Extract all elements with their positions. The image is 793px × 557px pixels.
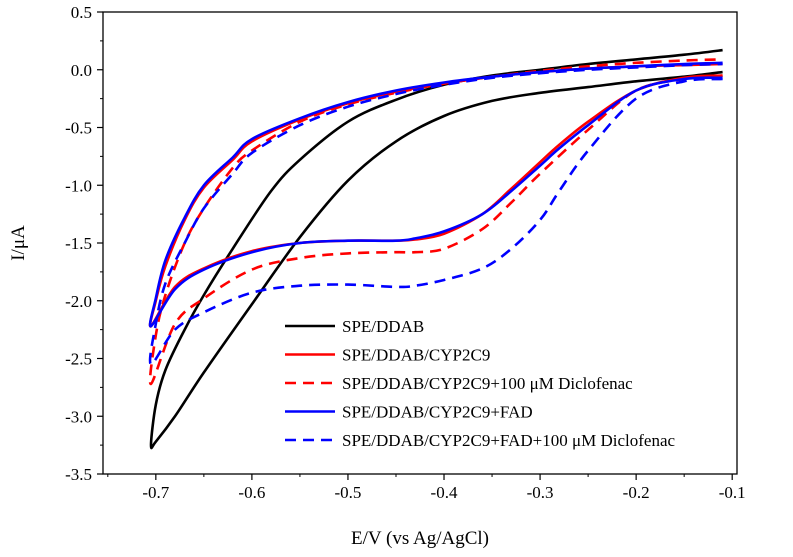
- x-tick-label: -0.7: [142, 483, 169, 502]
- x-tick-label: -0.6: [238, 483, 265, 502]
- legend: SPE/DDAB SPE/DDAB/CYP2C9 SPE/DDAB/CYP2C9+1…: [285, 317, 675, 450]
- y-tick-label: -0.5: [65, 119, 92, 138]
- y-tick-label: -3.5: [65, 465, 92, 484]
- y-axis: 0.5 0.0 -0.5 -1.0 -1.5 -2.0 -2.5 -3.0 -3.5: [65, 3, 103, 484]
- legend-label-4: SPE/DDAB/CYP2C9+FAD: [342, 403, 533, 422]
- series-line-2: [148, 62, 723, 328]
- x-tick-label: -0.1: [719, 483, 746, 502]
- y-tick-label: -3.0: [65, 407, 92, 426]
- y-tick-label: -1.5: [65, 234, 92, 253]
- y-tick-label: 0.5: [71, 3, 92, 22]
- series-line-5: [148, 62, 723, 366]
- legend-label-5: SPE/DDAB/CYP2C9+FAD+100 μM Diclofenac: [342, 431, 675, 450]
- y-tick-label: -1.0: [65, 176, 92, 195]
- legend-label-2: SPE/DDAB/CYP2C9: [342, 346, 490, 365]
- x-tick-label: -0.4: [431, 483, 458, 502]
- x-axis: -0.7 -0.6 -0.5 -0.4 -0.3 -0.2 -0.1: [107, 474, 746, 502]
- x-tick-label: -0.2: [623, 483, 650, 502]
- series-layer: [148, 48, 723, 450]
- x-tick-label: -0.3: [527, 483, 554, 502]
- legend-label-1: SPE/DDAB: [342, 317, 424, 336]
- y-tick-label: -2.5: [65, 350, 92, 369]
- y-tick-label: -2.0: [65, 292, 92, 311]
- x-axis-title: E/V (vs Ag/AgCl): [351, 528, 489, 549]
- legend-label-3: SPE/DDAB/CYP2C9+100 μM Diclofenac: [342, 374, 633, 393]
- y-axis-title: I/μA: [8, 225, 29, 261]
- y-tick-label: 0.0: [71, 61, 92, 80]
- series-line-4: [148, 61, 723, 328]
- x-tick-label: -0.5: [334, 483, 361, 502]
- series-line-3: [148, 58, 723, 386]
